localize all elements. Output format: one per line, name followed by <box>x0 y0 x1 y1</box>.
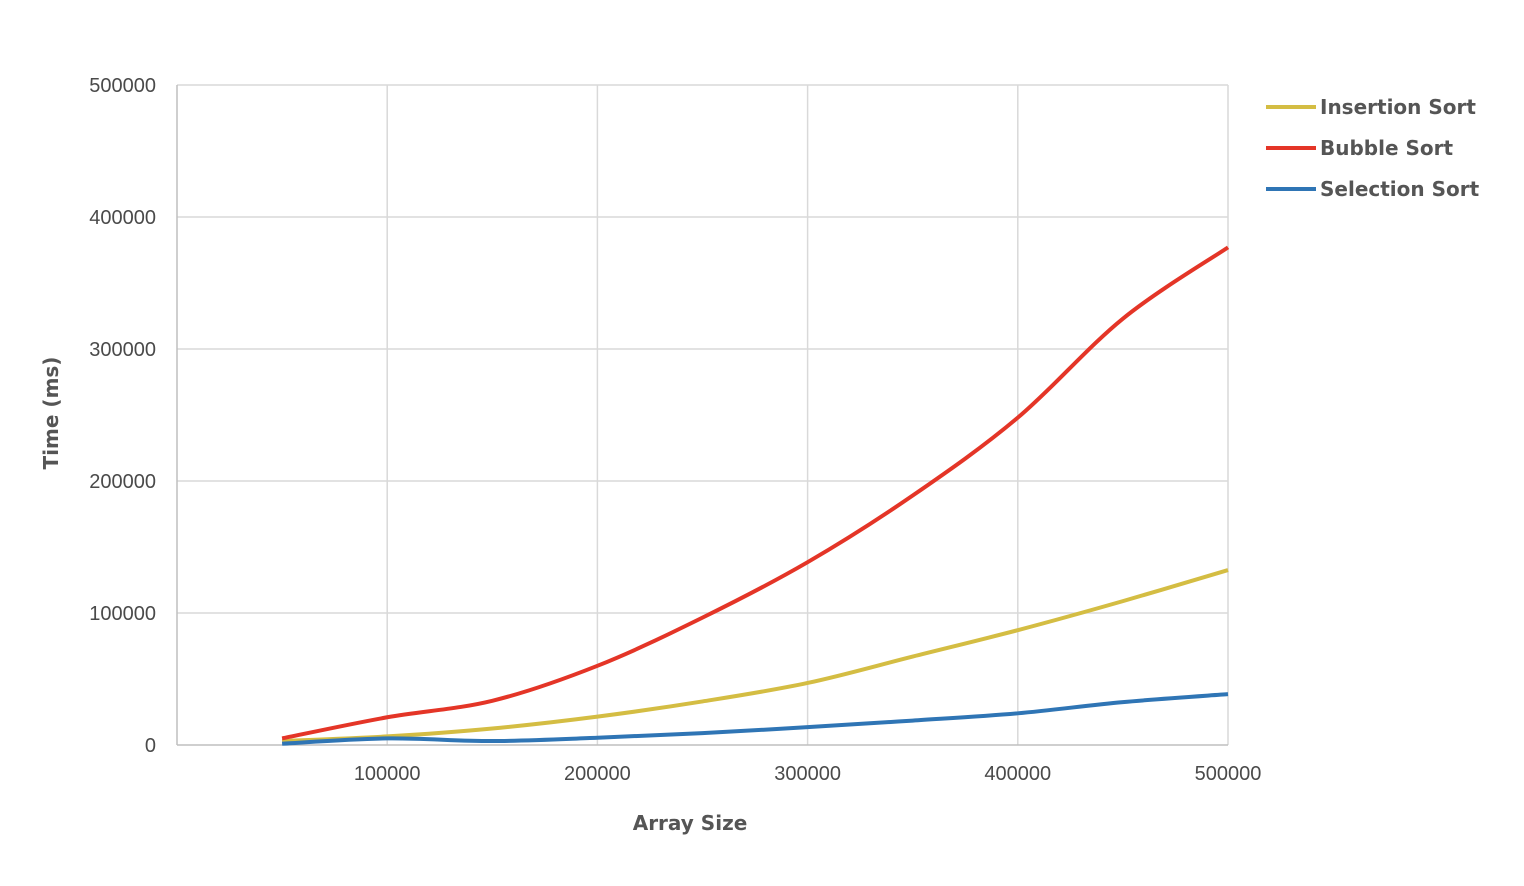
x-tick-label: 100000 <box>354 763 421 785</box>
gridlines <box>177 84 1229 745</box>
y-tick-label: 300000 <box>89 339 156 361</box>
selection-sort-line <box>281 692 1229 746</box>
legend-label-selection-sort: Selection Sort <box>1320 177 1480 201</box>
y-tick-label: 100000 <box>89 603 156 625</box>
series-lines <box>281 245 1230 746</box>
y-tick-label: 200000 <box>89 471 156 493</box>
y-axis-title: Time (ms) <box>39 357 63 470</box>
y-tick-label: 0 <box>145 735 156 757</box>
y-tick-label: 500000 <box>89 75 156 97</box>
x-tick-label: 200000 <box>564 763 631 785</box>
y-tick-label: 400000 <box>89 207 156 229</box>
legend: Insertion Sort Bubble Sort Selection Sort <box>1266 95 1480 201</box>
x-tick-label: 300000 <box>774 763 841 785</box>
x-tick-label: 400000 <box>984 763 1051 785</box>
legend-label-insertion-sort: Insertion Sort <box>1320 95 1476 119</box>
bubble-sort-line <box>281 245 1230 741</box>
legend-label-bubble-sort: Bubble Sort <box>1320 136 1454 160</box>
x-tick-label: 500000 <box>1195 763 1262 785</box>
insertion-sort-line <box>282 568 1229 744</box>
tick-labels: 0 100000 200000 300000 400000 500000 100000 200… <box>89 75 1261 785</box>
axes <box>176 85 1228 746</box>
x-axis-title: Array Size <box>633 811 748 835</box>
